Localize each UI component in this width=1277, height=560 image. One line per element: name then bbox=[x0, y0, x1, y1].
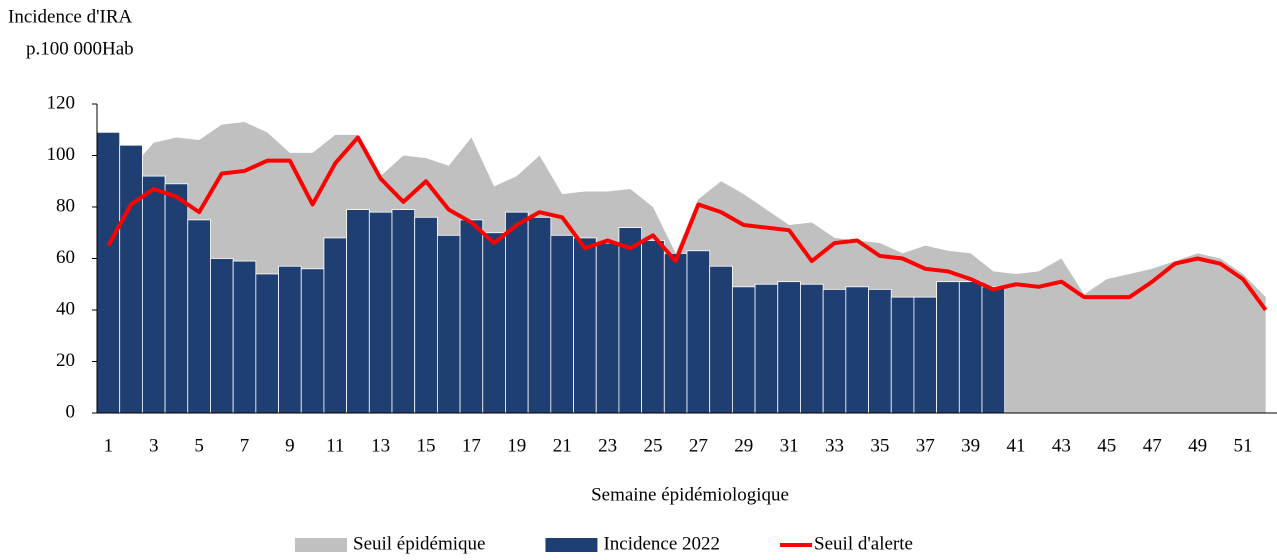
bar bbox=[573, 237, 597, 414]
bar bbox=[868, 288, 892, 414]
bar bbox=[845, 286, 869, 414]
bar bbox=[754, 283, 779, 414]
bar bbox=[482, 232, 506, 414]
x-tick-label: 45 bbox=[1097, 435, 1116, 456]
legend-swatch bbox=[295, 538, 347, 552]
bar bbox=[958, 281, 983, 414]
x-tick-label: 3 bbox=[149, 435, 159, 456]
x-tick-label: 47 bbox=[1143, 435, 1162, 456]
y-tick-label: 60 bbox=[56, 247, 75, 268]
bar bbox=[822, 288, 847, 414]
legend-label: Seuil épidémique bbox=[353, 533, 485, 554]
x-tick-label: 17 bbox=[462, 435, 481, 456]
x-tick-label: 39 bbox=[961, 435, 980, 456]
bar bbox=[890, 296, 915, 414]
bar bbox=[731, 286, 756, 414]
x-tick-label: 27 bbox=[689, 435, 708, 456]
bar bbox=[232, 260, 257, 414]
x-tick-label: 25 bbox=[643, 435, 662, 456]
x-tick-label: 13 bbox=[371, 435, 390, 456]
x-tick-label: 23 bbox=[598, 435, 617, 456]
y-tick-label: 80 bbox=[56, 195, 75, 216]
bar bbox=[210, 258, 234, 414]
bar bbox=[936, 281, 960, 414]
x-tick-label: 51 bbox=[1233, 435, 1252, 456]
legend-swatch bbox=[545, 538, 598, 552]
x-tick-label: 29 bbox=[734, 435, 753, 456]
x-tick-label: 9 bbox=[285, 435, 295, 456]
x-tick-label: 11 bbox=[326, 435, 344, 456]
x-axis-label: Semaine épidémiologique bbox=[591, 484, 789, 505]
y-tick-label: 100 bbox=[47, 144, 76, 165]
bar bbox=[300, 268, 325, 414]
x-tick-label: 43 bbox=[1052, 435, 1071, 456]
x-tick-label: 15 bbox=[417, 435, 436, 456]
bar bbox=[436, 234, 461, 414]
bar bbox=[368, 211, 393, 414]
bar bbox=[595, 242, 620, 414]
x-tick-label: 41 bbox=[1007, 435, 1026, 456]
bar bbox=[96, 131, 121, 414]
bar bbox=[278, 265, 302, 414]
bar bbox=[709, 265, 733, 414]
bar bbox=[459, 219, 484, 414]
y-axis-label: Incidence d'IRA bbox=[8, 6, 133, 27]
bar bbox=[777, 281, 801, 414]
bar bbox=[119, 144, 143, 414]
x-tick-label: 31 bbox=[780, 435, 799, 456]
bar bbox=[323, 237, 348, 414]
x-tick-label: 7 bbox=[240, 435, 250, 456]
bar bbox=[391, 209, 416, 414]
bar bbox=[686, 250, 711, 414]
bar bbox=[505, 211, 529, 414]
bar bbox=[255, 273, 279, 414]
y-tick-label: 40 bbox=[56, 298, 75, 319]
x-tick-label: 5 bbox=[194, 435, 204, 456]
bar bbox=[981, 286, 1006, 414]
bar bbox=[414, 216, 438, 414]
bar bbox=[800, 283, 824, 414]
x-tick-label: 37 bbox=[916, 435, 935, 456]
x-tick-label: 35 bbox=[870, 435, 889, 456]
bar bbox=[663, 252, 688, 414]
x-tick-label: 19 bbox=[507, 435, 526, 456]
x-tick-label: 21 bbox=[553, 435, 572, 456]
bar bbox=[618, 227, 643, 414]
x-tick-label: 49 bbox=[1188, 435, 1207, 456]
legend-label: Seuil d'alerte bbox=[814, 533, 913, 554]
bar bbox=[913, 296, 938, 414]
bar bbox=[527, 216, 552, 414]
bar bbox=[141, 175, 166, 414]
legend-label: Incidence 2022 bbox=[603, 533, 720, 554]
y-tick-label: 0 bbox=[66, 401, 76, 422]
bar bbox=[641, 240, 665, 414]
bar bbox=[346, 209, 370, 414]
y-axis-label: p.100 000Hab bbox=[26, 38, 134, 59]
bar bbox=[187, 219, 211, 414]
y-tick-label: 20 bbox=[56, 350, 75, 371]
bar bbox=[164, 183, 189, 414]
x-tick-label: 1 bbox=[104, 435, 114, 456]
bar bbox=[550, 234, 574, 414]
line bbox=[106, 135, 1268, 312]
x-tick-label: 33 bbox=[825, 435, 844, 456]
y-tick-label: 120 bbox=[47, 92, 76, 113]
